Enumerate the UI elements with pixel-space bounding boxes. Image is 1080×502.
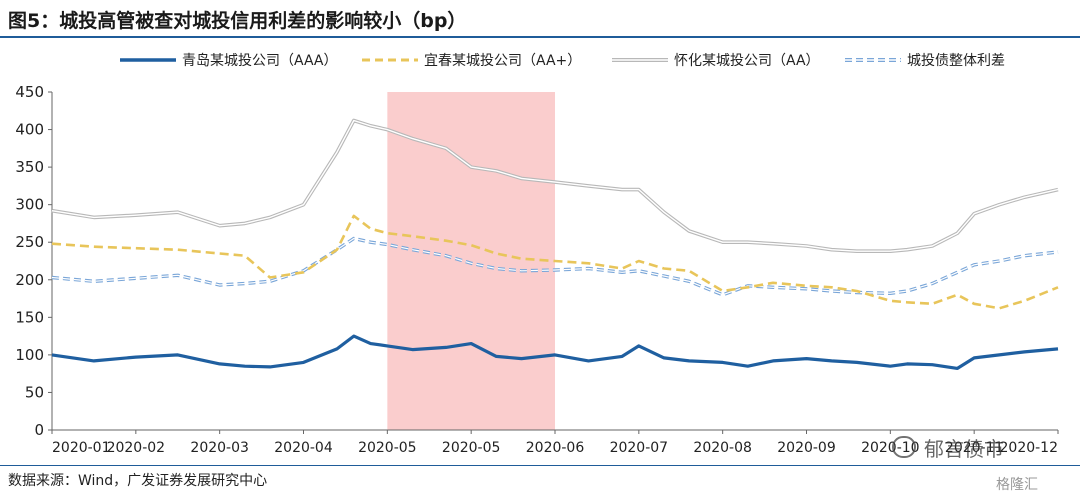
- legend-swatch-yichun: [362, 58, 418, 62]
- legend-swatch-huaihua: [612, 58, 668, 62]
- legend-swatch-qingdao: [120, 58, 176, 62]
- x-tick-label: 2020-08: [693, 440, 752, 456]
- legend-label-qingdao: 青岛某城投公司（AAA）: [182, 53, 338, 69]
- y-tick-label: 150: [15, 308, 44, 326]
- legend-item-huaihua: 怀化某城投公司（AA）: [612, 46, 820, 74]
- x-tick-label: 2020-06: [526, 440, 585, 456]
- legend-label-yichun: 宜春某城投公司（AA+）: [424, 53, 582, 69]
- watermark-text: 郁言债市: [924, 436, 1004, 461]
- line-chart: 0501001502002503003504004502020-012020-0…: [15, 83, 1059, 456]
- legend-item-qingdao: 青岛某城投公司（AAA）: [120, 46, 338, 74]
- x-tick-label: 2020-10: [861, 440, 920, 456]
- series-line-overall-inner: [51, 237, 1059, 296]
- chart-title: 图5：城投高管被查对城投信用利差的影响较小（bp）: [8, 10, 467, 32]
- x-tick-label: 2020-05: [442, 440, 501, 456]
- watermark-secondary: 格隆汇: [996, 477, 1038, 493]
- x-tick-label: 2020-07: [610, 440, 669, 456]
- x-tick-label: 2020-02: [107, 440, 166, 456]
- y-tick-label: 300: [15, 196, 44, 214]
- wechat-icon: [892, 436, 916, 458]
- y-tick-label: 50: [25, 383, 44, 401]
- y-tick-label: 100: [15, 346, 44, 364]
- x-tick-label: 2020-09: [777, 440, 836, 456]
- source-note: 数据来源：Wind，广发证券发展研究中心: [8, 473, 268, 489]
- y-tick-label: 200: [15, 271, 44, 289]
- chart-legend: 青岛某城投公司（AAA） 宜春某城投公司（AA+） 怀化某城投公司（AA） 城投…: [0, 46, 1080, 74]
- x-tick-label: 2020-11: [945, 440, 1004, 456]
- x-tick-label: 2020-01: [52, 440, 111, 456]
- y-tick-label: 400: [15, 121, 44, 139]
- y-tick-label: 250: [15, 233, 44, 251]
- legend-label-overall: 城投债整体利差: [907, 53, 1005, 69]
- legend-swatch-overall: [845, 58, 901, 62]
- series-line-huaihua-inner: [51, 119, 1059, 252]
- series-line-qingdao: [51, 334, 1059, 370]
- x-tick-label: 2020-04: [274, 440, 333, 456]
- series-line-yichun: [51, 214, 1059, 310]
- y-tick-label: 450: [15, 83, 44, 101]
- legend-label-huaihua: 怀化某城投公司（AA）: [674, 53, 820, 69]
- title-bar: 图5：城投高管被查对城投信用利差的影响较小（bp）: [0, 0, 1080, 38]
- x-tick-label: 2020-05: [358, 440, 417, 456]
- legend-item-yichun: 宜春某城投公司（AA+）: [362, 46, 581, 74]
- shaded-period: [387, 92, 555, 430]
- watermark: 郁言债市: [892, 432, 1004, 462]
- x-tick-label: 2020-12: [1000, 440, 1059, 456]
- y-tick-label: 350: [15, 158, 44, 176]
- x-tick-label: 2020-03: [190, 440, 249, 456]
- y-tick-label: 0: [34, 421, 44, 439]
- legend-item-overall: 城投债整体利差: [845, 46, 1005, 74]
- bottom-rule: [0, 465, 1080, 466]
